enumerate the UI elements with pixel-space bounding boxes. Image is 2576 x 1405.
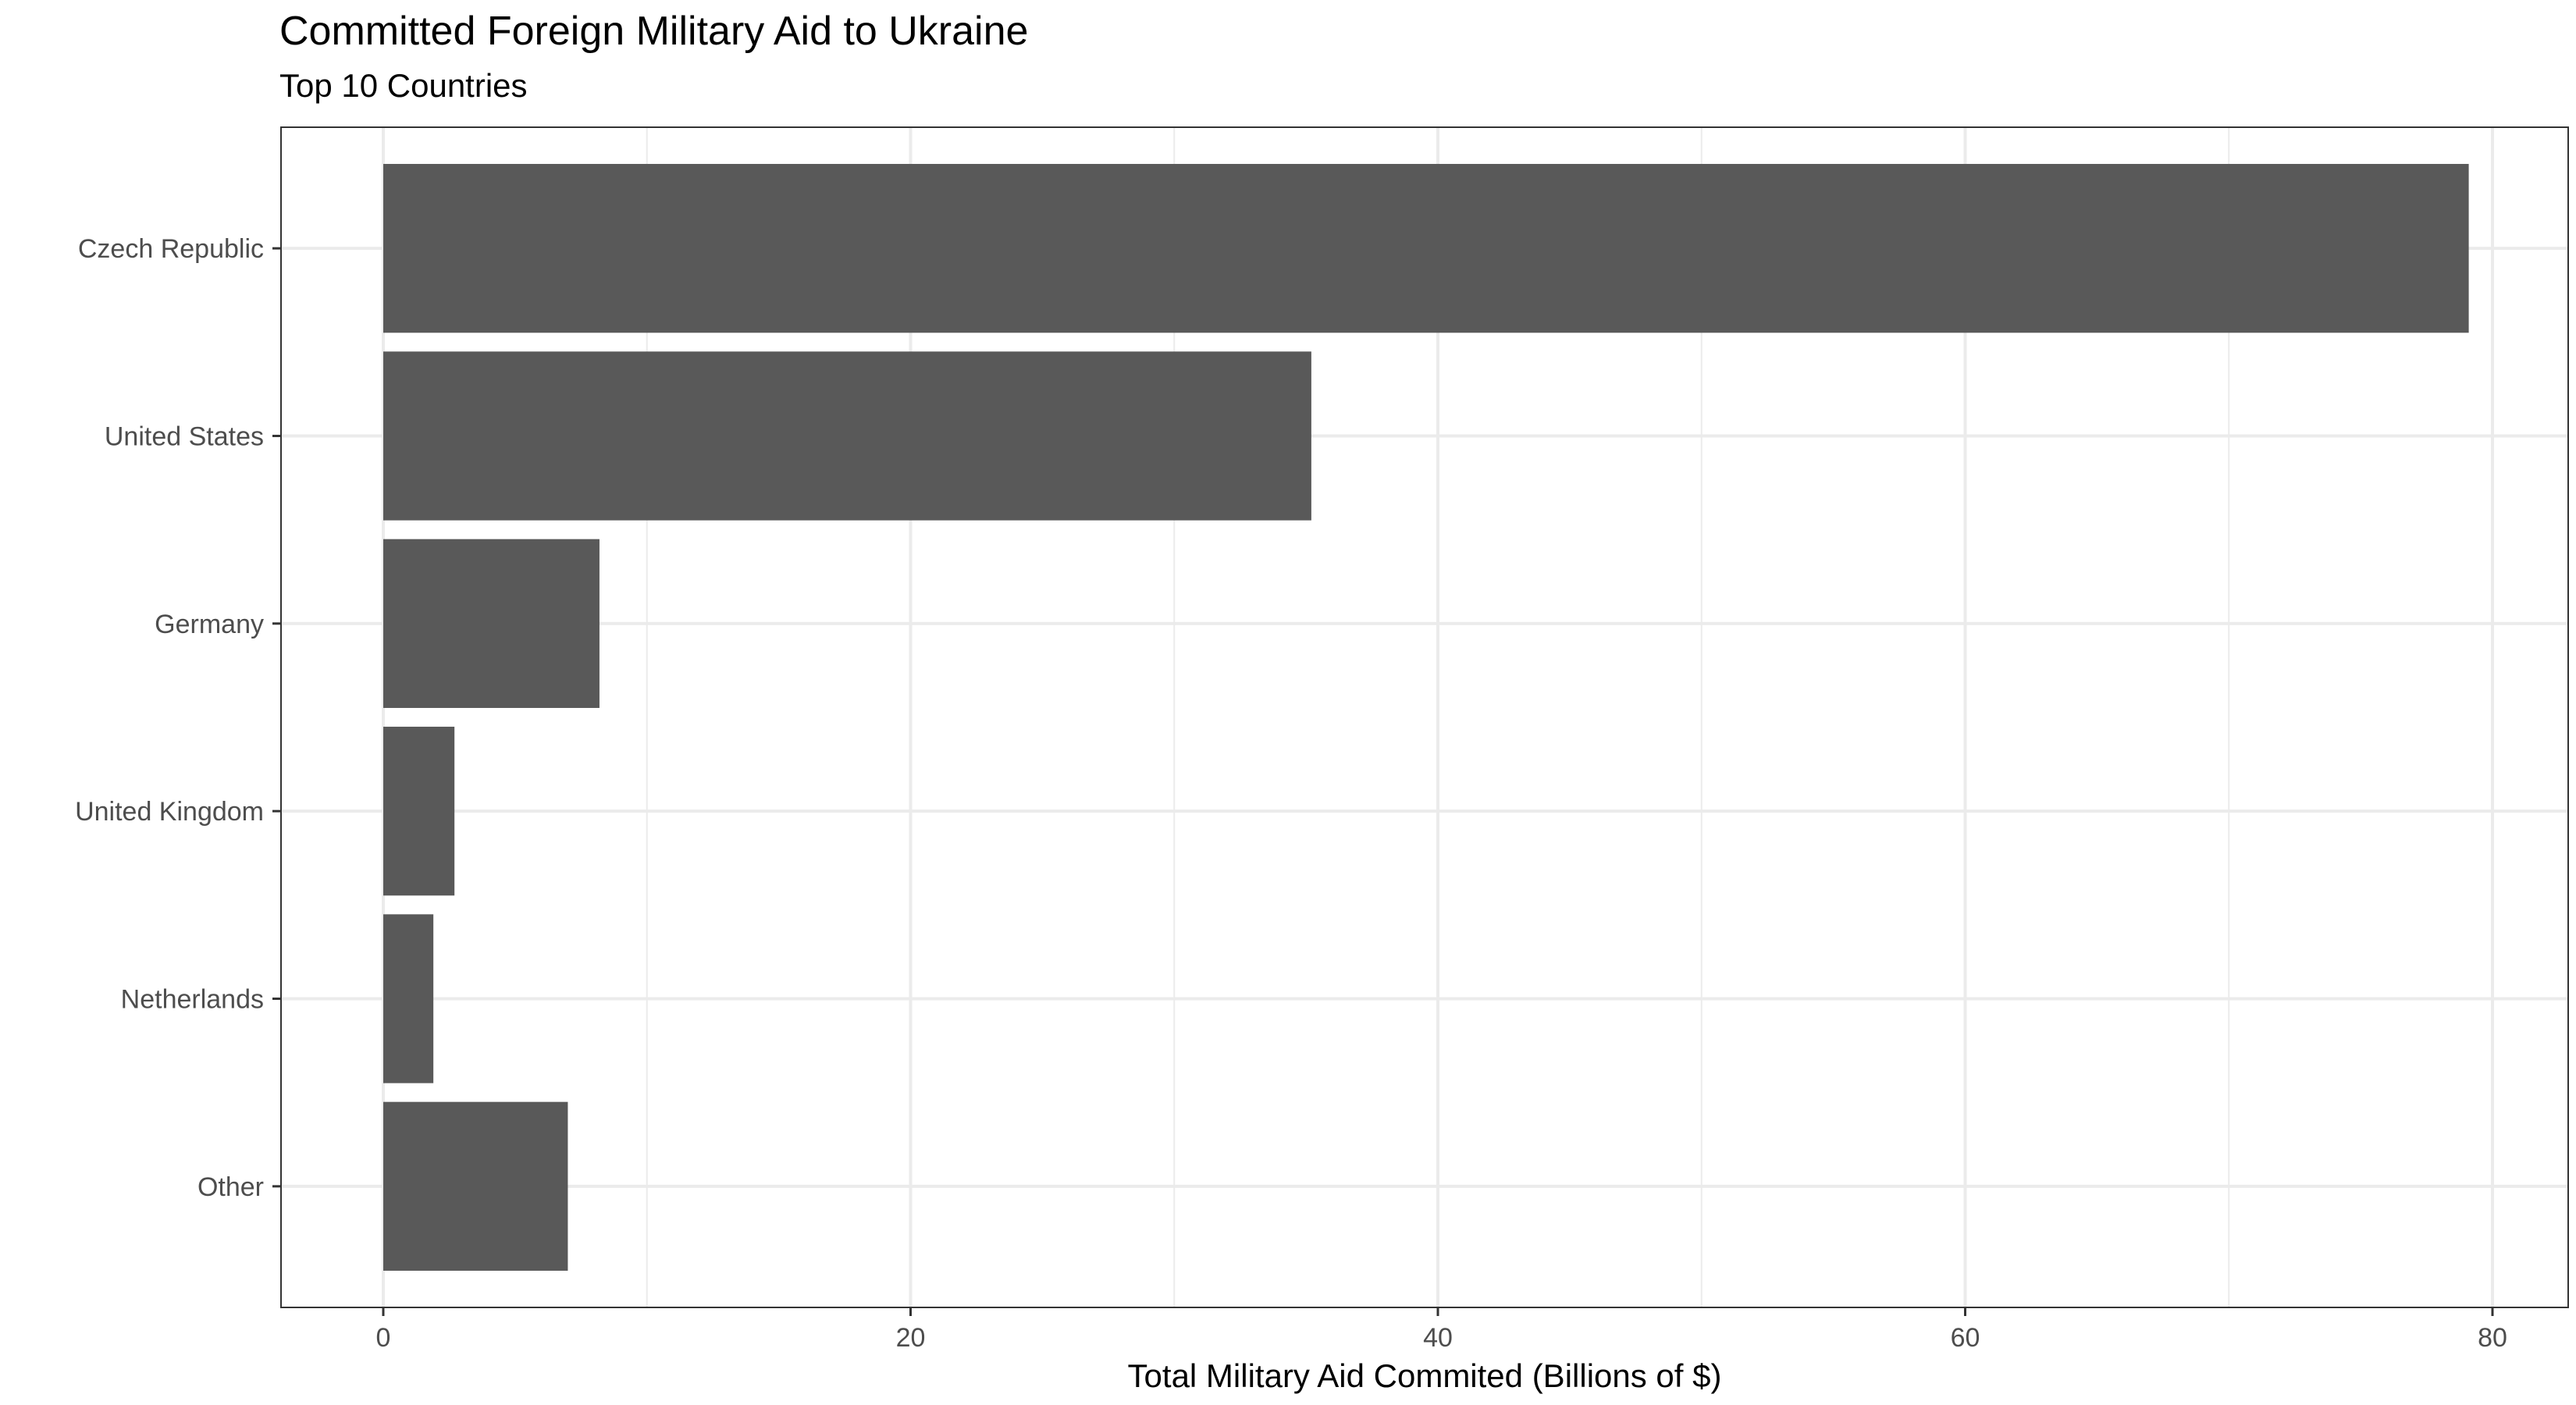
bar bbox=[383, 164, 2469, 333]
plot-panel-border bbox=[280, 126, 2569, 1308]
y-tick-label: United Kingdom bbox=[75, 797, 264, 827]
y-tick-label: United States bbox=[105, 422, 264, 452]
bar bbox=[383, 1101, 568, 1271]
x-tick-label: 20 bbox=[896, 1323, 926, 1353]
x-tick-label: 80 bbox=[2478, 1323, 2507, 1353]
x-axis-title: Total Military Aid Commited (Billions of… bbox=[1128, 1357, 1722, 1394]
bar bbox=[383, 727, 455, 896]
bars bbox=[383, 164, 2469, 1271]
chart-title: Committed Foreign Military Aid to Ukrain… bbox=[279, 9, 1029, 54]
chart-subtitle: Top 10 Countries bbox=[279, 67, 528, 104]
bar bbox=[383, 539, 600, 708]
x-tick-label: 0 bbox=[376, 1323, 391, 1353]
axis-ticks: Czech Republic United States Germany United… bbox=[75, 234, 2507, 1353]
x-tick-label: 40 bbox=[1423, 1323, 1453, 1353]
y-tick-label: Other bbox=[197, 1172, 264, 1202]
y-tick-label: Czech Republic bbox=[78, 234, 264, 264]
y-tick-label: Germany bbox=[155, 610, 264, 639]
y-tick-label: Netherlands bbox=[121, 985, 264, 1015]
bar bbox=[383, 914, 434, 1083]
x-tick-label: 60 bbox=[1951, 1323, 1980, 1353]
bar bbox=[383, 351, 1311, 521]
